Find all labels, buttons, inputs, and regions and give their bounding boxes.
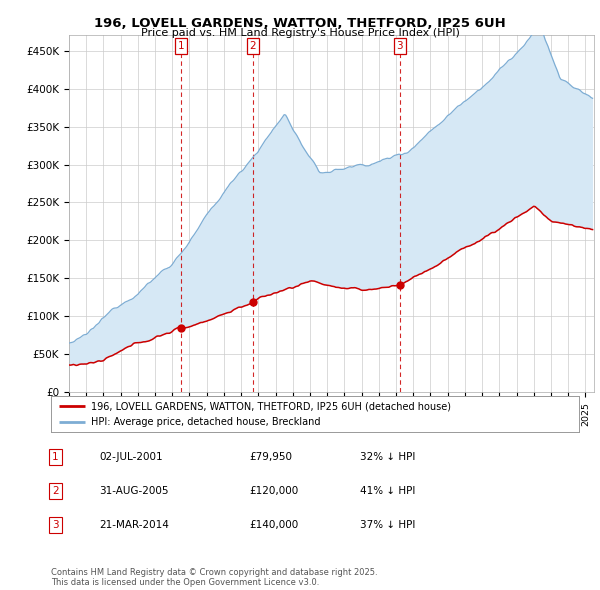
Text: 3: 3 xyxy=(52,520,59,530)
Text: 1: 1 xyxy=(178,41,184,51)
Text: Contains HM Land Registry data © Crown copyright and database right 2025.
This d: Contains HM Land Registry data © Crown c… xyxy=(51,568,377,587)
Text: 196, LOVELL GARDENS, WATTON, THETFORD, IP25 6UH (detached house): 196, LOVELL GARDENS, WATTON, THETFORD, I… xyxy=(91,401,451,411)
Text: £120,000: £120,000 xyxy=(249,486,298,496)
Text: £79,950: £79,950 xyxy=(249,453,292,462)
Text: 1: 1 xyxy=(52,453,59,462)
Text: 196, LOVELL GARDENS, WATTON, THETFORD, IP25 6UH: 196, LOVELL GARDENS, WATTON, THETFORD, I… xyxy=(94,17,506,30)
Text: 41% ↓ HPI: 41% ↓ HPI xyxy=(360,486,415,496)
Text: £140,000: £140,000 xyxy=(249,520,298,530)
Text: HPI: Average price, detached house, Breckland: HPI: Average price, detached house, Brec… xyxy=(91,417,320,427)
Text: 31-AUG-2005: 31-AUG-2005 xyxy=(99,486,169,496)
Text: 3: 3 xyxy=(397,41,403,51)
Text: 37% ↓ HPI: 37% ↓ HPI xyxy=(360,520,415,530)
Text: 21-MAR-2014: 21-MAR-2014 xyxy=(99,520,169,530)
Text: 02-JUL-2001: 02-JUL-2001 xyxy=(99,453,163,462)
Text: 32% ↓ HPI: 32% ↓ HPI xyxy=(360,453,415,462)
Text: Price paid vs. HM Land Registry's House Price Index (HPI): Price paid vs. HM Land Registry's House … xyxy=(140,28,460,38)
Text: 2: 2 xyxy=(52,486,59,496)
Text: 2: 2 xyxy=(250,41,256,51)
